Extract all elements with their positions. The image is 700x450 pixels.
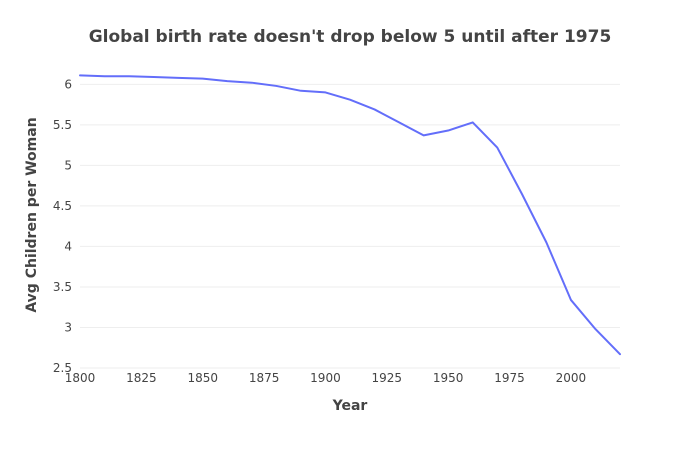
chart-title: Global birth rate doesn't drop below 5 u…: [89, 27, 612, 47]
y-tick-label: 4: [64, 239, 72, 253]
x-axis-ticks: 1800 1825 1850 1875 1900 1925 1950 1975 2000: [65, 371, 586, 385]
x-tick-label: 1850: [187, 371, 218, 385]
y-axis-ticks: 2.5 3 3.5 4 4.5 5 5.5 6: [53, 77, 72, 375]
y-tick-label: 3.5: [53, 280, 72, 294]
x-tick-label: 1925: [372, 371, 403, 385]
x-tick-label: 1900: [310, 371, 341, 385]
x-tick-label: 2000: [556, 371, 587, 385]
y-tick-label: 5.5: [53, 118, 72, 132]
x-tick-label: 1825: [126, 371, 157, 385]
y-tick-label: 4.5: [53, 199, 72, 213]
x-tick-label: 1875: [249, 371, 280, 385]
y-tick-label: 3: [64, 320, 72, 334]
y-tick-label: 6: [64, 77, 72, 91]
x-tick-label: 1975: [494, 371, 525, 385]
series-line: [79, 74, 621, 356]
y-tick-label: 5: [64, 158, 72, 172]
y-axis-title: Avg Children per Woman: [24, 117, 40, 312]
series-layer: [79, 74, 621, 356]
x-tick-label: 1800: [65, 371, 96, 385]
x-axis-title: Year: [332, 398, 368, 414]
grid-lines: [80, 83, 620, 369]
x-tick-label: 1950: [433, 371, 464, 385]
y-tick-label: 2.5: [53, 361, 72, 375]
